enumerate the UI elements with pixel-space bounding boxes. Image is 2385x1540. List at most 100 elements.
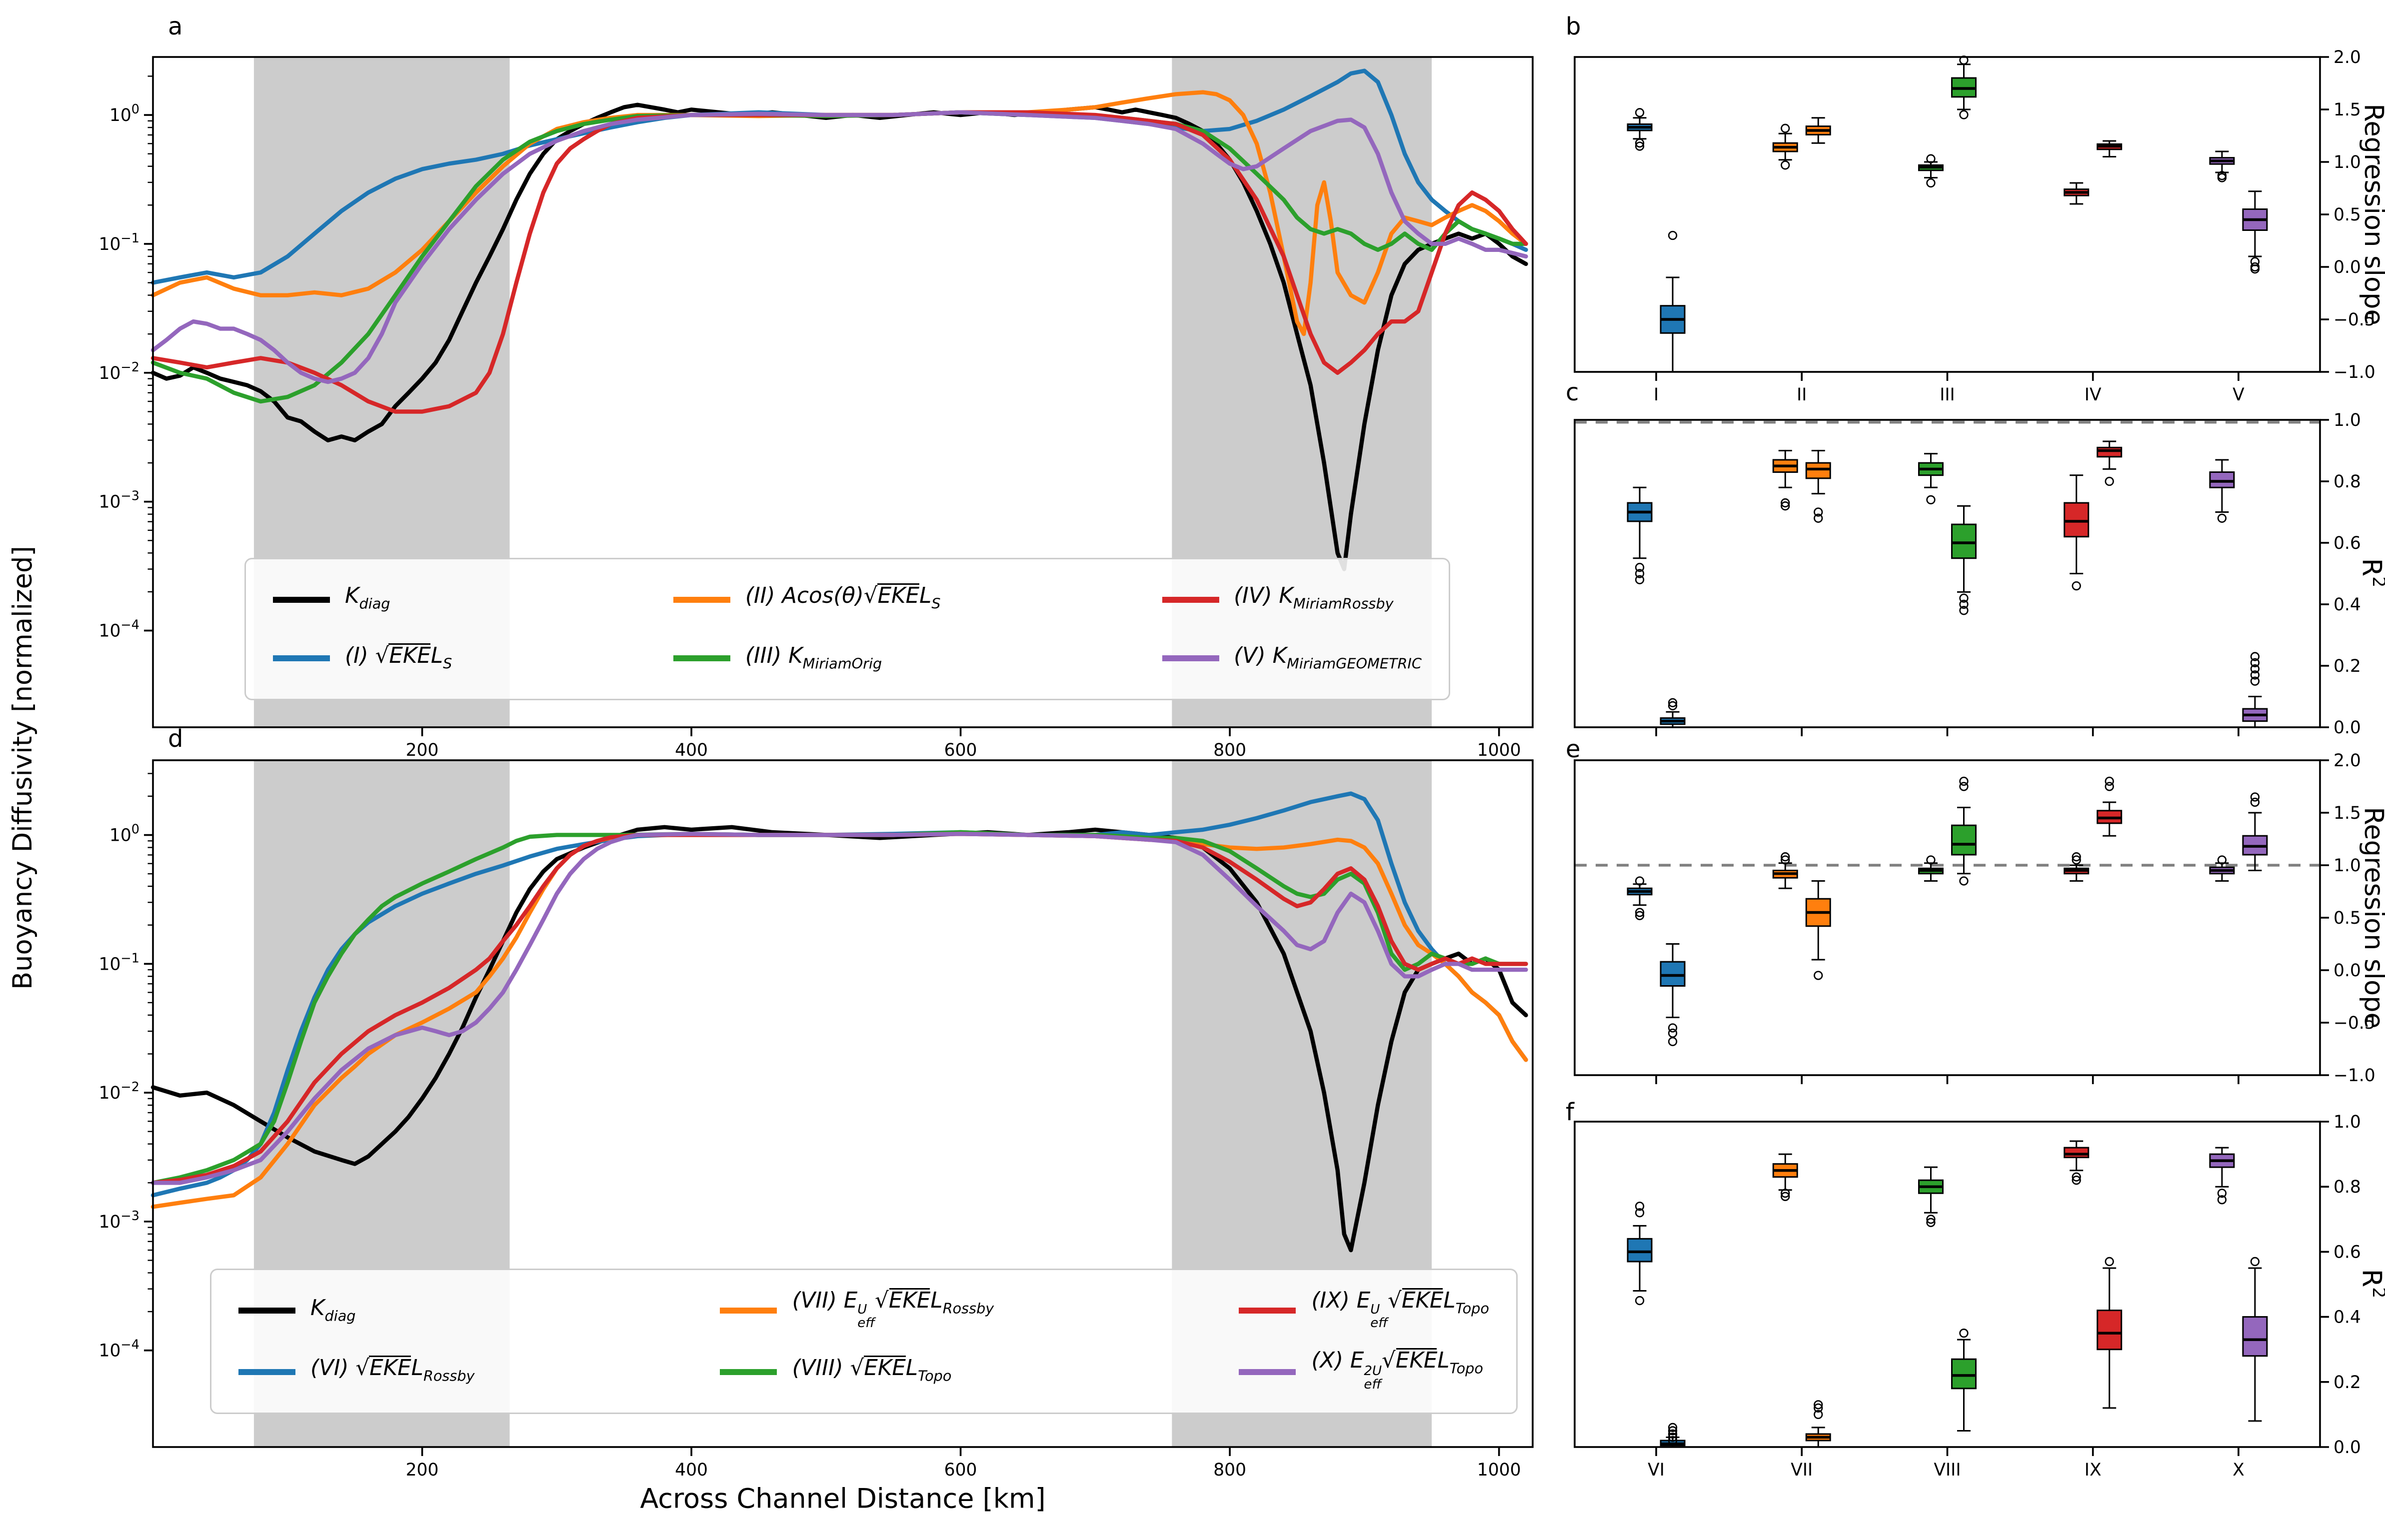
boxplot-outlier xyxy=(1959,110,1969,119)
boxplot-outlier xyxy=(1959,782,1969,791)
legend-swatch xyxy=(238,1369,295,1375)
axes-frame xyxy=(152,759,1534,1448)
boxplot-box xyxy=(2097,1310,2123,1351)
y-tick-label: 10−1 xyxy=(99,231,139,254)
x-tick-label: 600 xyxy=(944,1460,977,1480)
legend-item: (IV) KMiriamRossby xyxy=(1162,585,1422,614)
series-line-V xyxy=(150,110,1528,384)
regression-slope-axis-label-e: Regression slope xyxy=(2358,807,2385,1029)
boxplot-outlier xyxy=(1781,160,1790,170)
y-tick-label: 0.0 xyxy=(2334,718,2361,738)
y-tick-label: 10−3 xyxy=(99,489,139,512)
legend-swatch xyxy=(673,596,730,602)
category-label: V xyxy=(2233,385,2245,405)
y-tick-label: 10−4 xyxy=(99,1338,139,1361)
boxplot-outlier xyxy=(2250,652,2260,661)
panel-label-f: f xyxy=(1566,1098,1574,1126)
boxplot-outlier xyxy=(1926,178,1936,188)
axes-frame xyxy=(1574,419,2321,728)
boxplot-outlier xyxy=(1959,876,1969,886)
boxplot-box xyxy=(2097,446,2123,458)
y-tick-label: −1.0 xyxy=(2334,362,2376,382)
boxplot-outlier xyxy=(2217,513,2227,523)
panel-label-b: b xyxy=(1566,12,1581,40)
series-line-X xyxy=(150,832,1528,1185)
x-tick-label: 600 xyxy=(944,740,977,760)
boxplot-box xyxy=(1951,824,1977,856)
legend-item: (VIII) √EKELTopo xyxy=(720,1356,994,1386)
boxplot-box xyxy=(1627,1238,1653,1263)
y-tick-label: 1.5 xyxy=(2334,100,2361,120)
y-tick-label: −0.5 xyxy=(2334,1013,2376,1033)
boxplot-box xyxy=(1660,961,1686,987)
boxplot-outlier xyxy=(2105,1257,2114,1267)
legend-item: Kdiag xyxy=(238,1297,475,1325)
boxplot-outlier xyxy=(2072,1172,2081,1182)
boxplot-outlier xyxy=(1814,513,1823,523)
y-tick-label: 0.0 xyxy=(2334,257,2361,277)
legend-item: (III) KMiriamOrig xyxy=(673,644,941,673)
axes-frame xyxy=(1574,56,2321,373)
panel-c: 1.0 0.8 0.6 0.4 0.2 0.0 xyxy=(1574,410,2361,738)
panel-label-e: e xyxy=(1566,735,1581,763)
legend-label: (V) KMiriamGEOMETRIC xyxy=(1234,644,1422,673)
y-tick-label: 2.0 xyxy=(2334,751,2361,771)
boxplot-outlier xyxy=(2105,782,2114,791)
boxplot-outlier xyxy=(1668,698,1678,707)
y-tick-label: 0.6 xyxy=(2334,1242,2361,1262)
y-tick-label: 10−1 xyxy=(99,951,139,974)
boxplot-outlier xyxy=(2217,1189,2227,1198)
axes-frame xyxy=(152,56,1534,728)
y-tick-label: 1.0 xyxy=(2334,1112,2361,1132)
y-tick-label: 0.4 xyxy=(2334,1308,2361,1328)
boxplot-outlier xyxy=(1926,1218,1936,1227)
boxplot-outlier xyxy=(1959,606,1969,615)
boxplot-outlier xyxy=(1668,1423,1678,1433)
y-tick-label: 0.5 xyxy=(2334,205,2361,225)
y-tick-label: 0.8 xyxy=(2334,472,2361,492)
boxplot-outlier xyxy=(2250,264,2260,274)
legend-label: (III) KMiriamOrig xyxy=(745,644,882,673)
legend-item: (VI) √EKELRossby xyxy=(238,1356,475,1386)
legend-swatch xyxy=(1162,596,1219,602)
x-tick-label: 1000 xyxy=(1477,1460,1521,1480)
boxplot-outlier xyxy=(1635,141,1645,151)
boxplot-box xyxy=(2242,1316,2268,1357)
boxplot-outlier xyxy=(2105,776,2114,786)
boxplot-box xyxy=(2064,502,2090,538)
boxplot-outlier xyxy=(1959,599,1969,609)
legend-swatch xyxy=(273,596,330,602)
y-tick-label: 100 xyxy=(109,822,139,846)
boxplot-outlier xyxy=(1814,507,1823,517)
category-label: IV xyxy=(2085,385,2102,405)
boxplot-outlier xyxy=(1781,501,1790,511)
boxplot-outlier xyxy=(2217,1195,2227,1205)
y-tick-label: 0.0 xyxy=(2334,961,2361,981)
boxplot-box xyxy=(1951,1358,1977,1390)
boxplot-outlier xyxy=(2250,670,2260,680)
boxplot-outlier xyxy=(2072,581,2081,591)
panel-label-d: d xyxy=(168,724,183,753)
boxplot-outlier xyxy=(1781,852,1790,862)
boxplot-box xyxy=(1951,523,1977,559)
boxplot-outlier xyxy=(1668,1429,1678,1439)
r2-axis-label-f: R2 xyxy=(2355,1269,2385,1299)
boxplot-outlier xyxy=(1814,971,1823,980)
category-label: X xyxy=(2233,1460,2245,1480)
y-tick-label: 0.6 xyxy=(2334,533,2361,553)
boxplot-outlier xyxy=(1668,1037,1678,1046)
boxplot-outlier xyxy=(2072,1176,2081,1185)
y-tick-label: 1.0 xyxy=(2334,410,2361,430)
boxplot-outlier xyxy=(1781,123,1790,133)
x-tick-label: 200 xyxy=(406,740,439,760)
boxplot-outlier xyxy=(2250,676,2260,686)
r2-axis-label-c: R2 xyxy=(2355,558,2385,588)
legend-label: Kdiag xyxy=(345,585,390,614)
boxplot-outlier xyxy=(1959,776,1969,786)
boxplot-box xyxy=(1805,462,1831,479)
x-tick-label: 800 xyxy=(1213,1460,1246,1480)
